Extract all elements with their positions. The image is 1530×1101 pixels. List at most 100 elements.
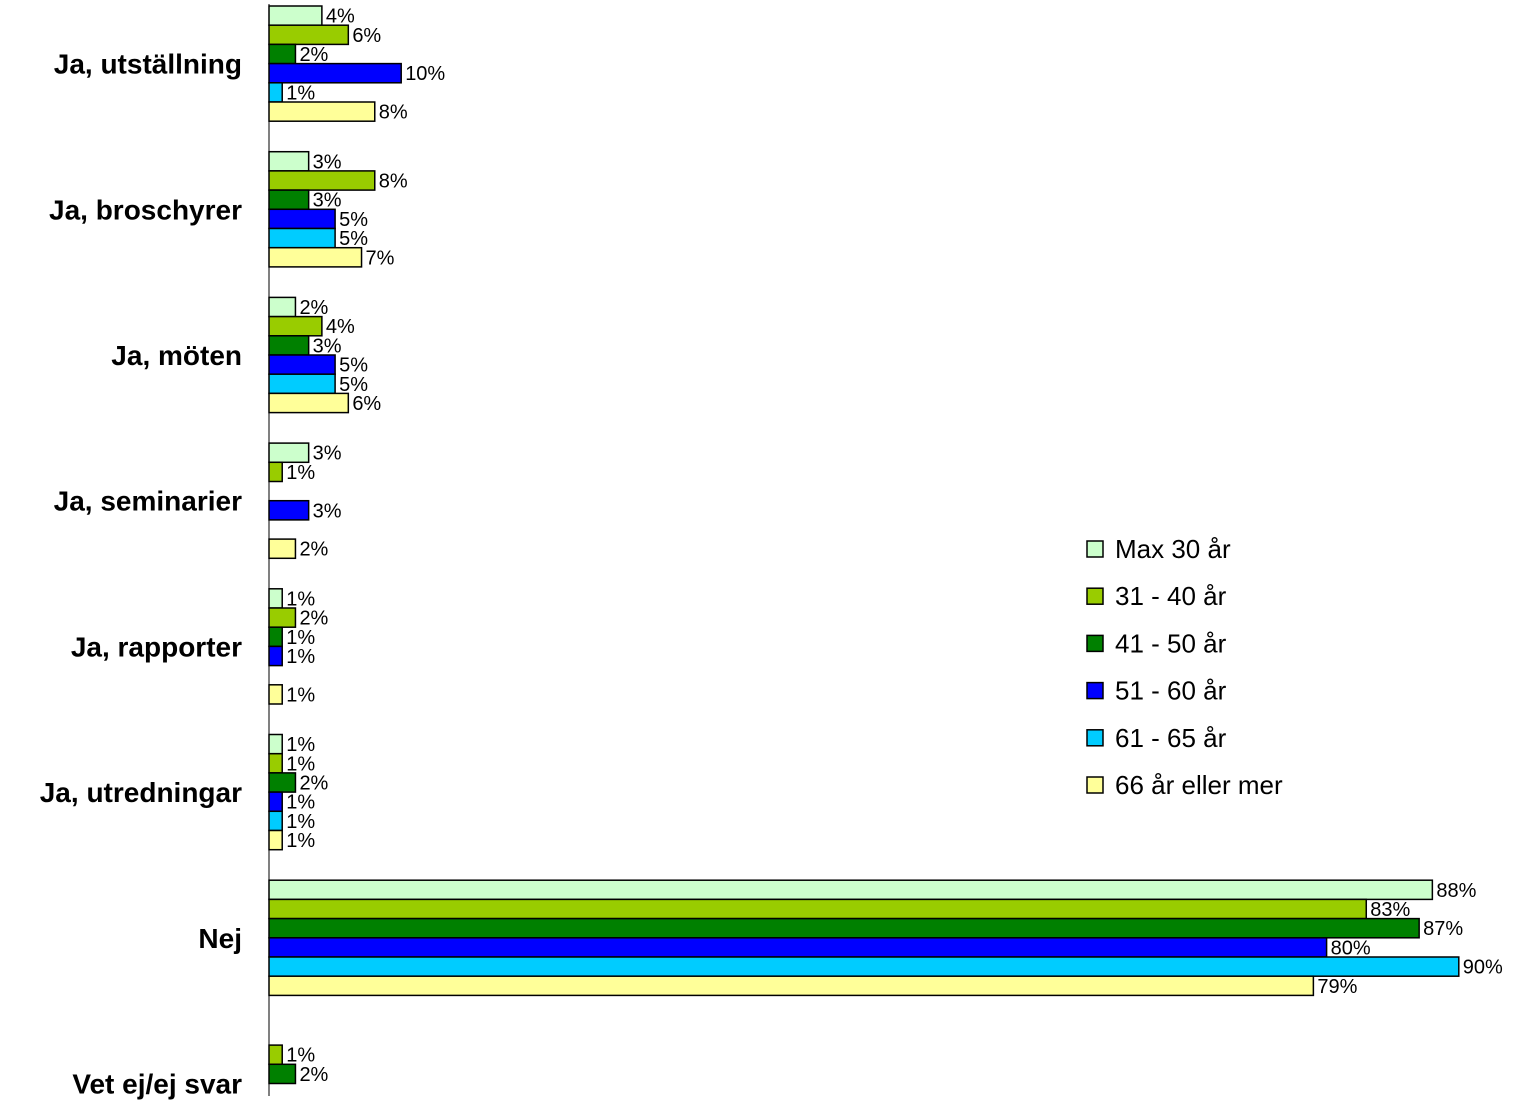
bar-ja-utredningar-61-65-år [268,810,283,832]
category-label-nej: Nej [198,923,242,954]
value-label-ja-utställning-41-50-år: 2% [299,44,328,66]
value-label-ja-möten-41-50-år: 3% [313,335,342,357]
value-label-nej-66-år-eller-mer: 79% [1317,976,1357,998]
value-label-ja-rapporter-max-30-år: 1% [286,588,315,610]
category-label-ja-rapporter: Ja, rapporter [71,631,242,662]
value-label-ja-broschyrer-41-50-år: 3% [313,190,342,212]
bar-ja-broschyrer-31-40-år [268,170,376,191]
legend-label-61-65-år: 61 - 65 år [1115,723,1227,753]
bar-ja-möten-61-65-år [268,373,336,395]
bar-ja-utställning-31-40-år [268,24,350,46]
value-label-ja-utredningar-31-40-år: 1% [286,753,315,775]
bar-ja-utställning-61-65-år [268,82,283,103]
category-label-ja-utredningar: Ja, utredningar [40,777,242,808]
bar-ja-rapporter-41-50-år [268,626,283,648]
value-label-ja-utställning-31-40-år: 6% [352,25,381,47]
value-label-nej-51-60-år: 80% [1331,937,1371,959]
bar-ja-möten-41-50-år [268,335,310,356]
value-label-ja-utställning-51-60-år: 10% [405,63,445,85]
legend-label-31-40-år: 31 - 40 år [1115,581,1227,611]
bar-ja-seminarier-66-år-eller-mer [268,538,297,560]
bar-ja-utredningar-51-60-år [268,791,283,813]
value-label-ja-seminarier-51-60-år: 3% [313,500,342,522]
value-label-nej-max-30-år: 88% [1436,880,1476,902]
value-label-ja-rapporter-41-50-år: 1% [286,627,315,649]
legend-label-41-50-år: 41 - 50 år [1115,628,1227,658]
bar-ja-möten-66-år-eller-mer [268,392,350,414]
value-label-ja-broschyrer-31-40-år: 8% [379,171,408,193]
value-label-ja-rapporter-51-60-år: 1% [286,646,315,668]
value-label-ja-seminarier-66-år-eller-mer: 2% [299,539,328,561]
legend-label-51-60-år: 51 - 60 år [1115,676,1227,706]
value-label-ja-broschyrer-66-år-eller-mer: 7% [366,247,395,269]
category-label-ja-seminarier: Ja, seminarier [54,486,242,517]
value-label-ja-rapporter-66-år-eller-mer: 1% [286,684,315,706]
bar-ja-utredningar-31-40-år [268,752,283,774]
bar-ja-möten-max-30-år [268,296,297,318]
category-labels: Ja, utställning Ja, broschyrer Ja, möten Ja… [40,49,242,1100]
bar-ja-rapporter-max-30-år [268,588,283,609]
legend-label-max-30-år: Max 30 år [1115,534,1231,564]
bar-nej-61-65-år [268,956,1460,977]
bar-nej-31-40-år [268,898,1368,920]
bar-ja-rapporter-31-40-år [268,607,297,628]
value-label-nej-31-40-år: 83% [1370,899,1410,921]
value-label-ja-utredningar-61-65-år: 1% [286,811,315,833]
legend-swatch-max-30-år [1086,540,1104,558]
bar-ja-utredningar-66-år-eller-mer [268,829,283,851]
legend-swatch-51-60-år [1086,681,1104,700]
bar-vet-ej-ej-svar-31-40-år [268,1044,283,1066]
bar-ja-seminarier-31-40-år [268,461,283,483]
bar-ja-broschyrer-max-30-år [268,150,310,172]
value-label-ja-utställning-66-år-eller-mer: 8% [379,102,408,124]
value-label-ja-utställning-max-30-år: 4% [326,6,355,28]
bar-vet-ej-ej-svar-41-50-år [268,1063,297,1085]
bar-ja-utredningar-41-50-år [268,772,297,793]
category-label-ja-broschyrer: Ja, broschyrer [49,194,242,225]
bar-ja-seminarier-max-30-år [268,442,310,464]
value-label-ja-broschyrer-51-60-år: 5% [339,209,368,231]
legend-swatch-61-65-år [1086,729,1104,747]
category-label-ja-utställning: Ja, utställning [54,49,242,80]
bar-nej-max-30-år [268,879,1434,901]
value-label-nej-41-50-år: 87% [1423,918,1463,940]
value-label-ja-utredningar-41-50-år: 2% [299,773,328,795]
legend: Max 30 år 31 - 40 år 41 - 50 år 51 - 60 år 6… [1086,534,1283,800]
bar-ja-broschyrer-66-år-eller-mer [268,246,363,268]
value-labels: 4%6%2%10%1%8%3%8%3%5%5%7%2%4%3%5%5%6%3%1… [286,6,1503,1086]
value-label-ja-möten-max-30-år: 2% [299,297,328,319]
bar-ja-möten-51-60-år [268,354,336,375]
legend-label-66-år-eller-mer: 66 år eller mer [1115,770,1283,800]
value-label-ja-broschyrer-max-30-år: 3% [313,151,342,173]
bar-ja-seminarier-51-60-år [268,499,310,521]
value-label-ja-utredningar-51-60-år: 1% [286,792,315,814]
bar-ja-broschyrer-61-65-år [268,227,336,249]
category-label-ja-möten: Ja, möten [111,340,242,371]
value-label-nej-61-65-år: 90% [1463,957,1503,979]
bar-ja-rapporter-66-år-eller-mer [268,684,283,705]
value-label-ja-möten-51-60-år: 5% [339,355,368,377]
value-label-ja-möten-61-65-år: 5% [339,374,368,396]
value-label-ja-utredningar-max-30-år: 1% [286,734,315,756]
bar-ja-rapporter-51-60-år [268,645,283,667]
bar-ja-utställning-max-30-år [268,5,323,26]
bar-ja-utställning-66-år-eller-mer [268,101,376,122]
value-label-ja-rapporter-31-40-år: 2% [299,608,328,630]
bar-nej-41-50-år [268,917,1420,939]
value-label-vet-ej-ej-svar-41-50-år: 2% [299,1064,328,1086]
bar-nej-51-60-år [268,937,1328,958]
bar-ja-utredningar-max-30-år [268,733,283,755]
value-label-ja-seminarier-max-30-år: 3% [313,443,342,465]
value-label-ja-seminarier-31-40-år: 1% [286,462,315,484]
legend-swatch-66-år-eller-mer [1086,776,1104,794]
value-label-ja-utredningar-66-år-eller-mer: 1% [286,830,315,852]
value-label-ja-möten-31-40-år: 4% [326,316,355,338]
bar-ja-möten-31-40-år [268,315,323,337]
bars [268,5,1460,1085]
bar-nej-66-år-eller-mer [268,975,1315,997]
value-label-vet-ej-ej-svar-31-40-år: 1% [286,1045,315,1067]
bar-ja-broschyrer-41-50-år [268,189,310,211]
bar-ja-utställning-41-50-år [268,43,297,65]
bar-ja-utställning-51-60-år [268,62,402,84]
